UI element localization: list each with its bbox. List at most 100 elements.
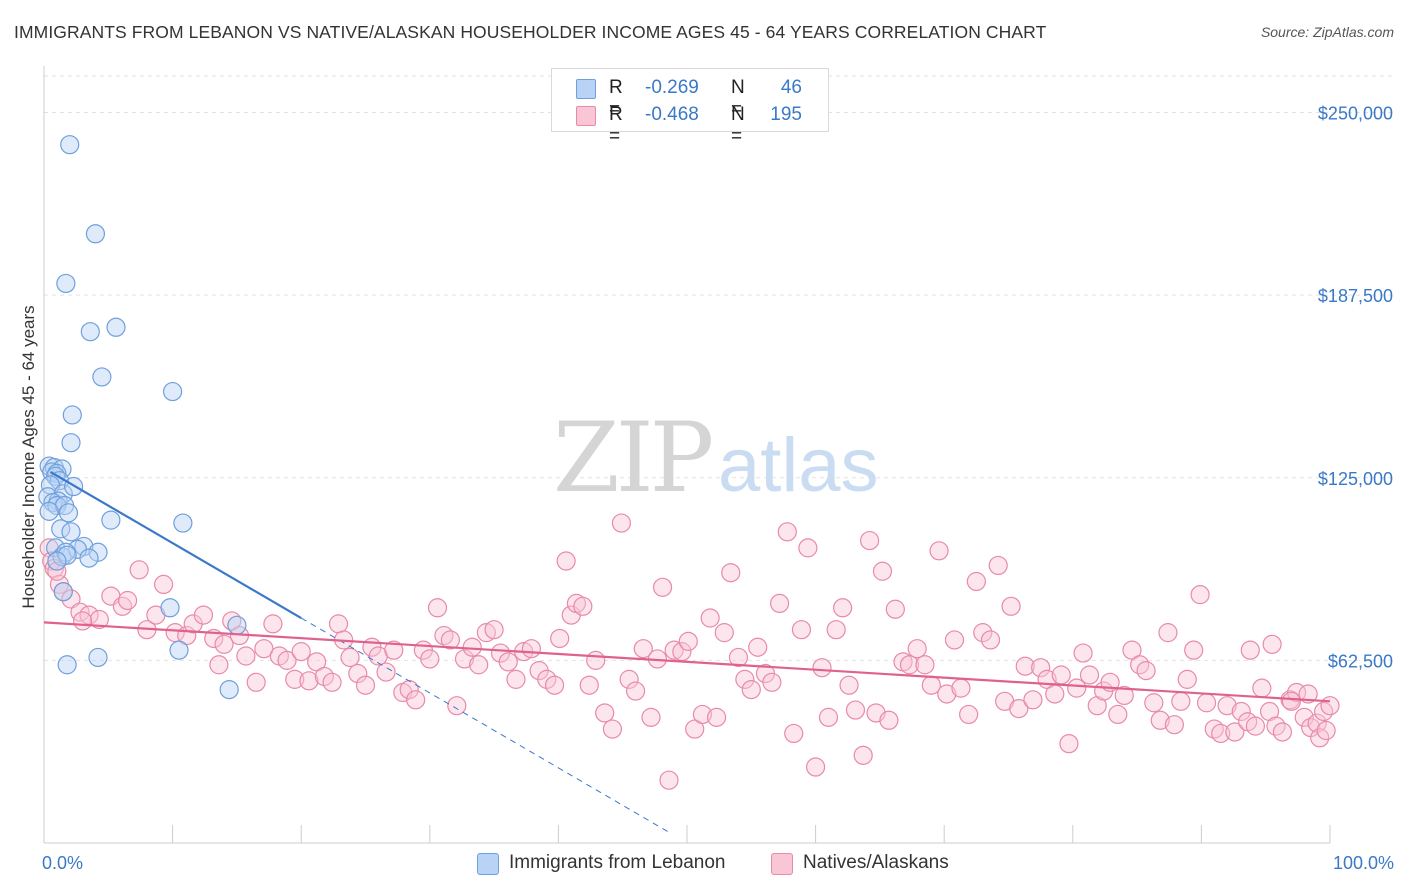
point-natives-alaskans [735, 669, 755, 689]
point-natives-alaskans [692, 704, 713, 725]
point-natives-alaskans [678, 631, 698, 651]
x-tick-label-max: 100.0% [1333, 853, 1394, 873]
legend-r-label: R = [609, 77, 623, 120]
point-natives-alaskans [1217, 696, 1237, 716]
point-natives-alaskans [340, 647, 360, 668]
point-natives-alaskans [447, 696, 467, 716]
point-natives-alaskans [1164, 715, 1184, 735]
point-natives-alaskans [791, 620, 812, 640]
point-natives-alaskans [728, 647, 749, 668]
point-natives-alaskans [277, 650, 297, 670]
point-natives-alaskans [879, 710, 899, 730]
point-natives-alaskans [476, 623, 496, 643]
point-immigrants-lebanon [53, 582, 73, 602]
point-natives-alaskans [777, 522, 797, 542]
point-immigrants-lebanon [57, 655, 77, 675]
legend-swatch-lebanon [576, 79, 596, 99]
grid-lines [44, 75, 1395, 661]
point-natives-alaskans [1144, 693, 1164, 713]
point-natives-alaskans [860, 530, 880, 551]
point-immigrants-lebanon [163, 381, 183, 402]
point-natives-alaskans [652, 577, 673, 597]
point-natives-alaskans [47, 561, 67, 581]
point-immigrants-lebanon [60, 135, 80, 155]
point-natives-alaskans [595, 703, 615, 723]
point-immigrants-lebanon [219, 679, 239, 700]
point-natives-alaskans [1051, 665, 1071, 685]
point-natives-alaskans [784, 723, 804, 744]
point-immigrants-lebanon [101, 510, 121, 530]
point-natives-alaskans [833, 598, 853, 618]
point-immigrants-lebanon [58, 503, 79, 523]
point-natives-alaskans [469, 655, 489, 675]
point-natives-alaskans [1158, 623, 1178, 643]
point-natives-alaskans [1262, 634, 1282, 654]
point-natives-alaskans [1023, 690, 1043, 710]
point-natives-alaskans [714, 623, 734, 643]
point-natives-alaskans [112, 596, 133, 616]
point-natives-alaskans [285, 669, 305, 689]
y-tick-label: $125,000 [1318, 469, 1393, 489]
point-natives-alaskans [1231, 701, 1251, 722]
point-natives-alaskans [625, 681, 646, 701]
point-natives-alaskans [427, 598, 448, 618]
point-natives-alaskans [1281, 691, 1302, 711]
point-natives-alaskans [944, 630, 965, 650]
point-natives-alaskans [129, 560, 149, 580]
point-natives-alaskans [454, 649, 475, 669]
point-immigrants-lebanon [106, 317, 126, 337]
point-immigrants-lebanon [169, 640, 189, 660]
point-natives-alaskans [619, 669, 639, 689]
point-natives-alaskans [586, 650, 606, 670]
point-natives-alaskans [664, 640, 684, 660]
point-natives-alaskans [246, 672, 266, 692]
point-natives-alaskans [117, 590, 138, 611]
point-natives-alaskans [633, 639, 653, 659]
point-natives-alaskans [61, 589, 81, 609]
legend-r-value: -0.468 [645, 104, 699, 125]
point-natives-alaskans [521, 639, 541, 659]
point-natives-alaskans [1001, 596, 1021, 616]
point-natives-alaskans [1177, 669, 1197, 689]
point-natives-alaskans [641, 707, 661, 727]
point-natives-alaskans [1079, 665, 1100, 685]
bottom-legend-label-natives: Natives/Alaskans [803, 852, 949, 873]
y-axis-label: Householder Income Ages 45 - 64 years [19, 305, 38, 608]
point-natives-alaskans [1252, 678, 1272, 698]
point-natives-alaskans [602, 719, 623, 739]
point-immigrants-lebanon [56, 273, 76, 294]
point-natives-alaskans [907, 639, 927, 659]
point-immigrants-lebanon [160, 598, 180, 618]
point-natives-alaskans [322, 672, 342, 692]
point-natives-alaskans [812, 658, 832, 678]
point-natives-alaskans [853, 745, 873, 765]
point-natives-alaskans [348, 663, 368, 684]
point-natives-alaskans [376, 662, 396, 682]
point-natives-alaskans [550, 628, 570, 649]
source-credit: Source: ZipAtlas.com [1260, 24, 1394, 40]
series-immigrants-lebanon [38, 135, 247, 700]
point-immigrants-lebanon [85, 224, 106, 244]
point-natives-alaskans [1184, 640, 1204, 660]
point-natives-alaskans [1272, 722, 1293, 742]
point-immigrants-lebanon [57, 545, 77, 565]
point-natives-alaskans [818, 707, 839, 727]
point-natives-alaskans [872, 561, 893, 581]
point-natives-alaskans [1015, 656, 1035, 676]
point-natives-alaskans [885, 599, 905, 619]
y-tick-label: $187,500 [1318, 286, 1393, 306]
stats-legend: R = -0.269 N = 46 R = -0.468 N = 195 [551, 68, 829, 147]
legend-r-label: R = [609, 104, 623, 147]
watermark-atlas: atlas [718, 423, 879, 508]
point-natives-alaskans [700, 608, 720, 628]
point-immigrants-lebanon [80, 322, 100, 342]
point-natives-alaskans [741, 679, 761, 700]
legend-n-label: N = [731, 104, 745, 147]
point-natives-alaskans [798, 538, 818, 558]
point-natives-alaskans [1059, 734, 1079, 754]
point-immigrants-lebanon [61, 522, 81, 542]
point-natives-alaskans [1114, 685, 1134, 706]
point-natives-alaskans [1136, 661, 1156, 681]
point-natives-alaskans [420, 649, 440, 669]
